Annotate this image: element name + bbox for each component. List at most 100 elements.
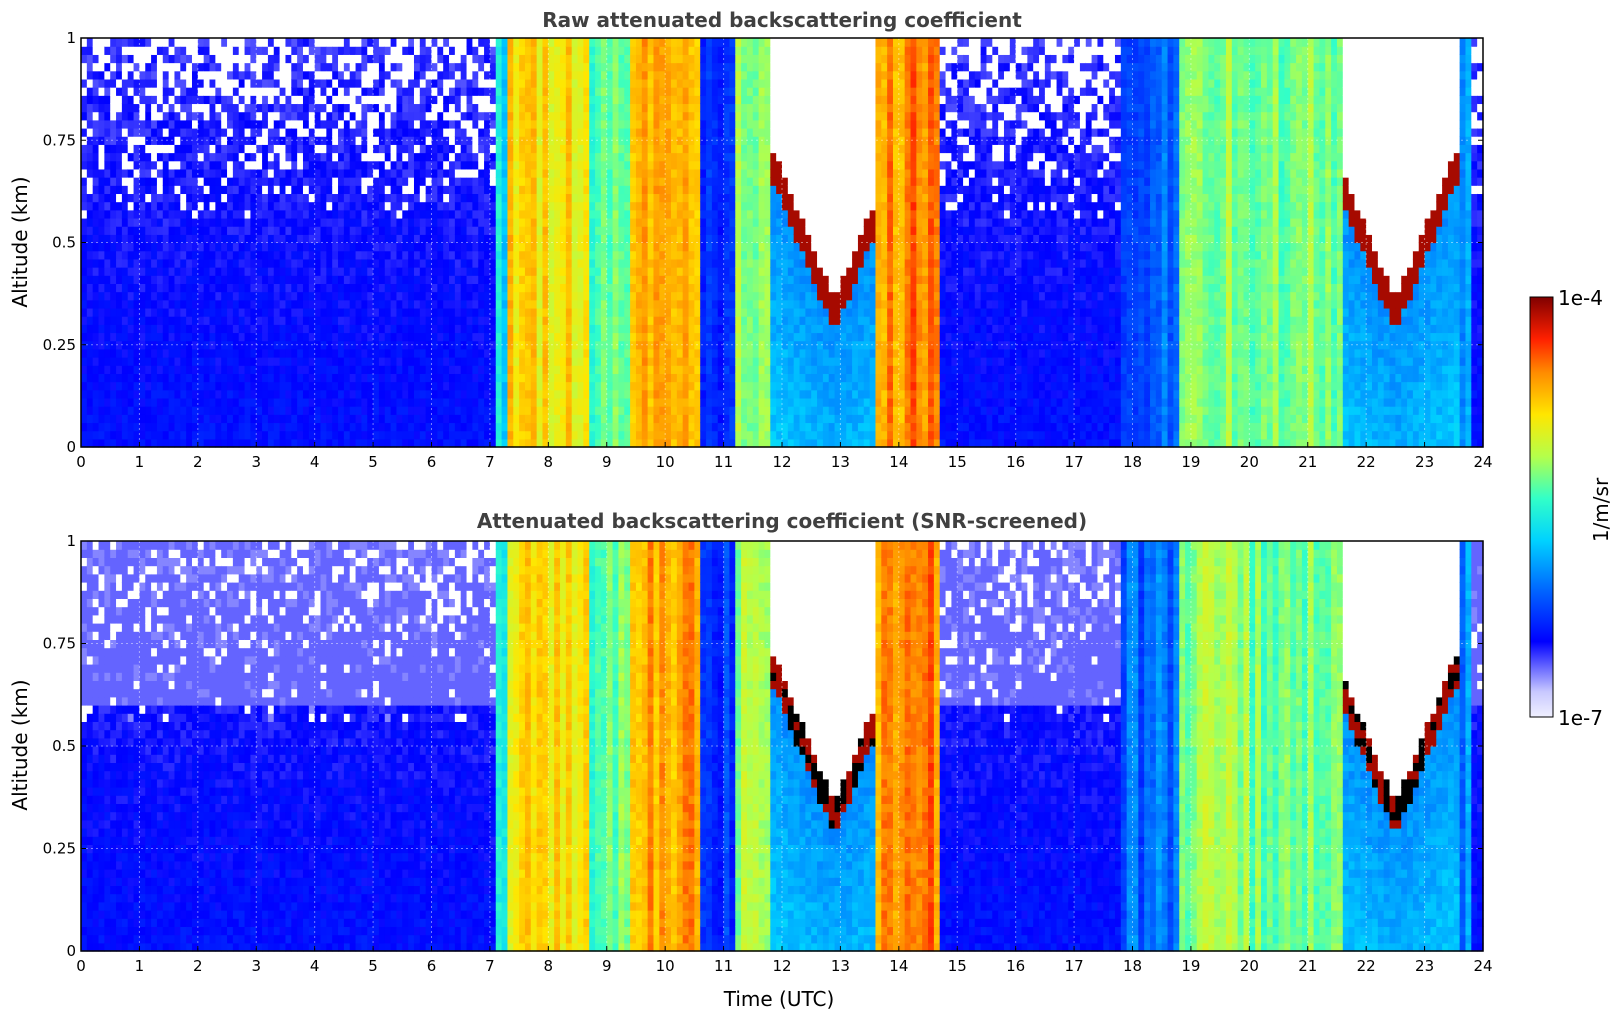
heatmap-cell	[560, 389, 567, 399]
heatmap-cell	[127, 177, 135, 186]
heatmap-cell	[478, 95, 485, 105]
heatmap-cell	[560, 46, 567, 55]
heatmap-cell	[635, 438, 643, 448]
heatmap-cell	[437, 103, 444, 113]
heatmap-cell	[133, 381, 141, 391]
heatmap-cell	[151, 234, 158, 244]
heatmap-cell	[215, 127, 222, 137]
heatmap-cell	[197, 160, 205, 170]
heatmap-cell	[577, 111, 584, 121]
heatmap-cell	[133, 299, 141, 309]
heatmap-cell	[624, 38, 631, 47]
heatmap-cell	[583, 46, 590, 55]
heatmap-cell	[641, 111, 649, 121]
heatmap-cell	[314, 340, 322, 350]
heatmap-cell	[162, 422, 170, 432]
heatmap-cell	[437, 430, 444, 440]
heatmap-cell	[209, 209, 216, 219]
heatmap-cell	[191, 226, 199, 235]
heatmap-cell	[466, 177, 473, 186]
heatmap-cell	[139, 291, 146, 301]
heatmap-cell	[367, 332, 374, 342]
heatmap-cell	[215, 299, 222, 309]
heatmap-cell	[308, 250, 316, 260]
heatmap-cell	[431, 250, 438, 260]
heatmap-cell	[408, 127, 415, 137]
heatmap-cell	[478, 111, 485, 121]
heatmap-cell	[489, 62, 497, 72]
heatmap-cell	[647, 70, 655, 80]
heatmap-cell	[484, 242, 491, 252]
heatmap-cell	[180, 193, 187, 203]
heatmap-cell	[209, 177, 216, 186]
heatmap-cell	[413, 46, 421, 55]
heatmap-cell	[431, 160, 438, 170]
heatmap-cell	[606, 316, 614, 325]
heatmap-cell	[127, 414, 135, 424]
heatmap-cell	[396, 291, 403, 301]
heatmap-cell	[104, 234, 111, 244]
heatmap-cell	[390, 242, 398, 252]
heatmap-cell	[180, 250, 187, 260]
heatmap-cell	[174, 422, 181, 432]
heatmap-cell	[116, 62, 123, 72]
heatmap-cell	[513, 46, 520, 55]
heatmap-cell	[180, 397, 187, 407]
heatmap-cell	[460, 193, 468, 203]
heatmap-cell	[92, 226, 100, 235]
heatmap-cell	[577, 381, 584, 391]
heatmap-cell	[595, 177, 602, 186]
heatmap-cell	[647, 87, 655, 96]
heatmap-cell	[343, 250, 351, 260]
heatmap-cell	[203, 438, 211, 448]
heatmap-cell	[647, 201, 655, 211]
heatmap-cell	[577, 127, 584, 137]
heatmap-cell	[513, 430, 520, 440]
heatmap-cell	[244, 275, 252, 284]
heatmap-cell	[571, 283, 579, 293]
heatmap-cell	[507, 406, 514, 415]
heatmap-cell	[314, 185, 322, 195]
heatmap-cell	[641, 340, 649, 350]
heatmap-cell	[542, 397, 549, 407]
heatmap-cell	[577, 103, 584, 113]
heatmap-cell	[624, 111, 631, 121]
heatmap-cell	[285, 332, 292, 342]
heatmap-cell	[338, 381, 345, 391]
heatmap-cell	[618, 111, 625, 121]
heatmap-cell	[524, 365, 532, 374]
heatmap-cell	[180, 226, 187, 235]
heatmap-cell	[168, 267, 176, 276]
heatmap-cell	[513, 185, 520, 195]
heatmap-cell	[215, 217, 222, 227]
heatmap-cell	[600, 177, 608, 186]
heatmap-cell	[168, 357, 176, 366]
heatmap-cell	[396, 438, 403, 448]
heatmap-cell	[408, 340, 415, 350]
heatmap-cell	[437, 307, 444, 317]
heatmap-cell	[624, 348, 631, 358]
heatmap-cell	[180, 46, 187, 55]
heatmap-cell	[92, 168, 100, 178]
heatmap-cell	[174, 62, 181, 72]
heatmap-cell	[524, 160, 532, 170]
heatmap-cell	[168, 234, 176, 244]
heatmap-cell	[203, 291, 211, 301]
heatmap-cell	[338, 127, 345, 137]
heatmap-cell	[320, 201, 327, 211]
heatmap-cell	[495, 389, 503, 399]
heatmap-cell	[86, 185, 94, 195]
heatmap-cell	[338, 185, 345, 195]
heatmap-cell	[116, 307, 123, 317]
heatmap-cell	[659, 168, 666, 178]
heatmap-cell	[133, 258, 141, 268]
heatmap-cell	[232, 111, 240, 121]
heatmap-cell	[98, 438, 105, 448]
heatmap-cell	[98, 307, 105, 317]
heatmap-cell	[484, 283, 491, 293]
heatmap-cell	[612, 324, 620, 334]
heatmap-cell	[501, 201, 509, 211]
heatmap-cell	[390, 54, 398, 64]
heatmap-cell	[571, 144, 579, 154]
heatmap-cell	[495, 381, 503, 391]
